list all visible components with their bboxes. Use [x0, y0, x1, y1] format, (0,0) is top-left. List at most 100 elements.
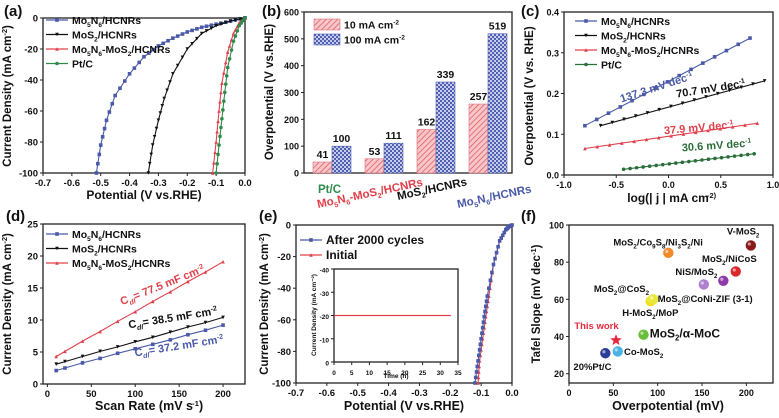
x-tick-label: -0.5 — [608, 180, 624, 190]
data-point — [168, 338, 173, 342]
data-point — [622, 117, 626, 122]
data-point — [704, 95, 708, 99]
data-point — [115, 351, 120, 356]
x-tick-label: 100 — [650, 388, 665, 398]
text-part: /Ni — [691, 237, 703, 248]
text-part: MoS — [72, 244, 94, 256]
legend-marker — [55, 261, 59, 265]
y-tick-label: 0.4 — [546, 8, 559, 18]
data-point — [98, 356, 102, 361]
data-point — [478, 342, 483, 347]
data-point — [212, 160, 216, 165]
point-label: This work — [574, 321, 619, 332]
data-point — [217, 109, 221, 113]
point-label: H-MoS2/MoP — [622, 308, 679, 321]
bar — [416, 129, 437, 174]
data-point — [693, 130, 698, 135]
data-point — [218, 99, 222, 104]
point-label: 20%Pt/C — [573, 362, 611, 373]
subscript: 2 — [623, 38, 627, 45]
subscript: dl — [143, 352, 151, 360]
text-part: Current Density (mA cm — [259, 244, 271, 375]
panel-label: (f) — [521, 208, 536, 225]
text-part: Tafel Slope (mV dec — [531, 254, 543, 363]
data-point — [628, 166, 632, 171]
series-after-2000-cycles — [473, 223, 514, 385]
legend-marker — [584, 48, 588, 52]
x-tick-label: 1.0 — [767, 180, 779, 190]
x-tick-label: -0.7 — [35, 178, 51, 189]
data-point — [698, 279, 710, 290]
y-tick-label: 10 — [27, 316, 38, 327]
data-point — [739, 153, 743, 158]
point-label: Co-MoS2 — [624, 347, 664, 360]
y-tick-label: 80 — [554, 258, 564, 268]
series-initial — [476, 223, 514, 385]
data-point — [132, 66, 137, 70]
data-point — [223, 20, 228, 25]
data-point — [213, 150, 217, 155]
data-point — [701, 61, 705, 65]
subscript: 2 — [652, 314, 656, 321]
data-point — [171, 72, 175, 76]
panel-label: (d) — [6, 208, 25, 225]
subscript: 6 — [98, 265, 102, 272]
y-tick-label: 500 — [284, 34, 299, 44]
text-part: Overpotential (V vs.RHE) — [264, 24, 276, 160]
y-tick-label: 0 — [33, 14, 38, 25]
subscript: 5 — [616, 23, 620, 30]
y-tick-label: 0.3 — [546, 48, 559, 58]
data-point — [150, 143, 155, 147]
x-tick-label: -0.6 — [64, 178, 80, 189]
y-tick-label: -10 — [320, 337, 330, 344]
panel-label: (e) — [259, 208, 277, 225]
data-point — [739, 85, 744, 90]
data-point — [186, 332, 190, 337]
subscript: 5 — [616, 52, 620, 59]
data-point — [583, 146, 587, 151]
x-axis-label: Potential (V vs.RHE) — [344, 399, 464, 413]
panel-e: -0.7 -0.6 -0.5 -0.4 -0.3 -0.2 -0.1 0.0-100-80-6… — [272, 221, 519, 400]
data-point — [203, 328, 208, 333]
x-axis-label: Scan Rate (mV s — [95, 399, 193, 413]
y-tick-label: 20 — [554, 369, 564, 379]
data-point — [476, 381, 480, 385]
data-point — [496, 244, 500, 249]
data-point — [736, 42, 741, 47]
data-point — [224, 74, 229, 78]
data-point — [98, 143, 103, 147]
x-tick-label: -0.3 — [411, 388, 427, 399]
x-tick-label: 50 — [608, 388, 618, 398]
subscript: 2 — [377, 192, 383, 201]
legend-label: Pt/C — [601, 60, 622, 72]
text-part: MoS — [613, 237, 633, 248]
superscript: -1 — [192, 399, 200, 408]
text-part: ) — [259, 233, 271, 237]
data-point — [610, 120, 615, 125]
data-point — [719, 155, 724, 160]
x-tick-label: -0.3 — [150, 178, 166, 189]
text-part: Co-MoS — [624, 347, 660, 358]
series-line-group — [598, 79, 767, 128]
data-point — [743, 123, 747, 127]
text-part: C — [128, 318, 138, 331]
data-point — [726, 155, 730, 159]
data-point — [199, 25, 204, 30]
text-part: N — [91, 15, 99, 27]
data-point — [156, 44, 161, 48]
data-point — [665, 80, 670, 84]
bar — [383, 142, 404, 174]
data-point — [674, 161, 678, 165]
data-point — [221, 315, 225, 320]
data-point — [54, 354, 58, 359]
data-point — [190, 28, 194, 33]
y-tick-label: 0 — [325, 361, 329, 368]
data-point — [180, 32, 185, 36]
data-point — [233, 18, 238, 22]
data-point — [214, 171, 218, 175]
data-point — [217, 143, 221, 147]
text-part: MoS — [72, 30, 94, 42]
data-point — [225, 65, 230, 70]
data-point — [227, 44, 232, 48]
data-point — [706, 128, 710, 133]
